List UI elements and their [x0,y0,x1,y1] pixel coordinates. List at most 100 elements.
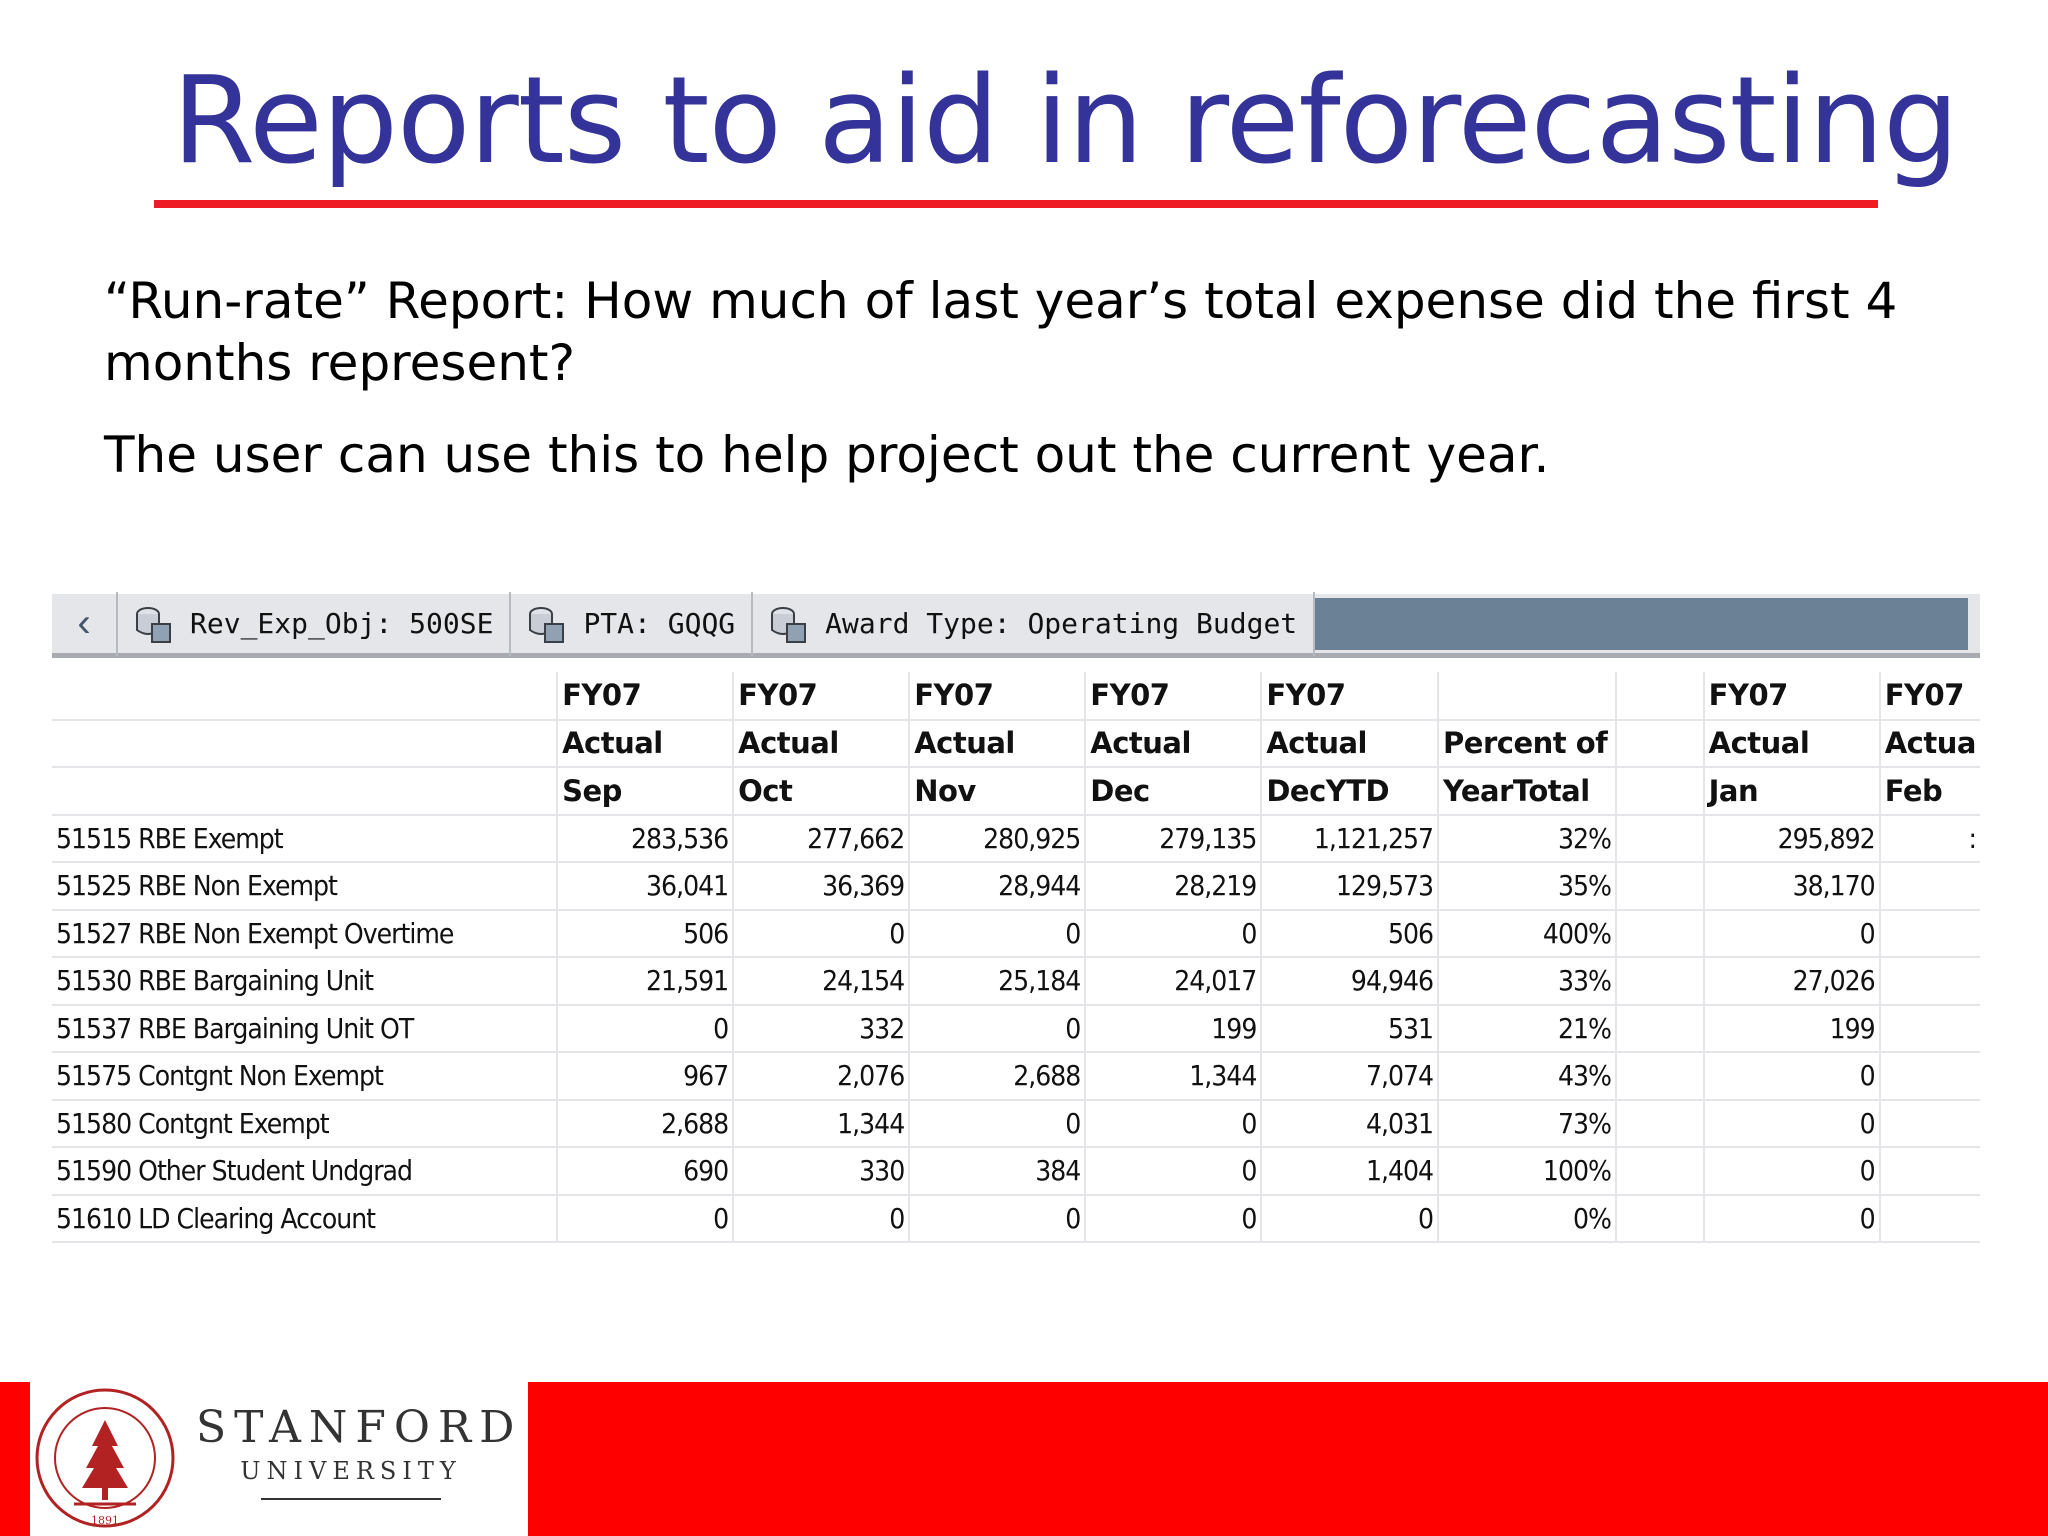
filter-chip[interactable]: Award Type: Operating Budget [753,591,1316,656]
filter-chip[interactable]: Rev_Exp_Obj: 500SE [118,591,512,656]
column-header: FY07 [908,672,1086,721]
column-header [1614,672,1704,721]
row-label: 51530 RBE Bargaining Unit [52,957,558,1006]
table-cell: 35% [1437,862,1616,911]
table-cell: 38,170 [1702,862,1880,911]
wordmark-rule [261,1498,441,1500]
table-cell [1614,1099,1704,1148]
table-cell: 73% [1437,1099,1616,1148]
table-cell: 4,031 [1260,1099,1439,1148]
table-cell [1878,862,1980,911]
table-cell [1614,1052,1704,1101]
footer-red-edge [0,1382,30,1536]
table-cell: 27,026 [1702,957,1880,1006]
table-row: 51527 RBE Non Exempt Overtime 506 0 0 0 506 40… [52,909,1980,958]
stanford-wordmark: STANFORD UNIVERSITY [196,1402,523,1500]
wordmark-line1: STANFORD [196,1402,523,1453]
filter-cube-icon [136,606,171,643]
table-cell: 43% [1437,1052,1616,1101]
filter-cube-icon [529,606,565,643]
table-cell: 400% [1437,909,1616,958]
table-cell: 330 [732,1147,910,1196]
row-label: 51590 Other Student Undgrad [52,1147,558,1196]
table-cell: 283,536 [556,814,734,863]
table-cell: 0 [556,1194,734,1243]
stanford-seal-icon: 1891 [35,1388,175,1528]
table-cell: 21,591 [556,957,734,1006]
table-cell [1614,1194,1704,1243]
title-underline [154,200,1878,208]
column-header [1614,719,1704,768]
table-cell: 94,946 [1260,957,1439,1006]
filter-chip-label: Rev_Exp_Obj: 500SE [190,607,494,640]
table-cell: 1,344 [732,1099,910,1148]
table-row: 51610 LD Clearing Account 0 0 0 0 0 0% 0 [52,1194,1980,1243]
table-row: 51515 RBE Exempt 283,536 277,662 280,925 279… [52,814,1980,863]
table-cell: 0 [1084,1099,1262,1148]
table-cell: 0 [1084,909,1262,958]
table-cell: 36,041 [556,862,734,911]
table-cell: 28,944 [908,862,1086,911]
header-row: FY07 FY07 FY07 FY07 FY07 FY07 FY07 [52,672,1980,721]
table-row: 51537 RBE Bargaining Unit OT 0 332 0 199 531 2… [52,1004,1980,1053]
column-header: Jan [1702,767,1880,816]
column-header: Sep [556,767,734,816]
table-cell: 0 [908,1099,1086,1148]
paragraph-run-rate: “Run-rate” Report: How much of last year… [104,272,1898,392]
table-cell: 28,219 [1084,862,1262,911]
table-row: 51575 Contgnt Non Exempt 967 2,076 2,688 1,3… [52,1052,1980,1101]
row-label: 51527 RBE Non Exempt Overtime [52,909,558,958]
table-cell: 277,662 [732,814,910,863]
table-cell: 33% [1437,957,1616,1006]
table-cell: 24,017 [1084,957,1262,1006]
table-cell [1614,814,1704,863]
table-cell: 1,121,257 [1260,814,1439,863]
column-header [1437,672,1616,721]
table-cell: 2,688 [908,1052,1086,1101]
row-label: 51580 Contgnt Exempt [52,1099,558,1148]
table-cell: 506 [1260,909,1439,958]
column-header: FY07 [556,672,734,721]
table-cell [1878,1194,1980,1243]
table-row: 51580 Contgnt Exempt 2,688 1,344 0 0 4,031 73%… [52,1099,1980,1148]
row-label: 51537 RBE Bargaining Unit OT [52,1004,558,1053]
table-cell: 279,135 [1084,814,1262,863]
table-cell: 199 [1702,1004,1880,1053]
table-cell: 0 [732,909,910,958]
table-cell [1878,957,1980,1006]
column-header: Actual [732,719,910,768]
table-cell: 280,925 [908,814,1086,863]
table-cell [1614,957,1704,1006]
report-screenshot: ‹ Rev_Exp_Obj: 500SE PTA: GQQG Award Type:… [52,591,1980,1260]
table-cell: 0% [1437,1194,1616,1243]
column-header: YearTotal [1437,767,1616,816]
column-header: Nov [908,767,1086,816]
table-cell: 199 [1084,1004,1262,1053]
report-grid: FY07 FY07 FY07 FY07 FY07 FY07 FY07 Actual Actual… [52,672,1980,1252]
header-corner [52,719,558,768]
table-cell: 967 [556,1052,734,1101]
table-cell: 0 [1702,1052,1880,1101]
column-header: FY07 [1878,672,1980,721]
table-cell [1878,1004,1980,1053]
table-cell: 0 [1702,1194,1880,1243]
table-cell: 2,688 [556,1099,734,1148]
table-cell [1878,1147,1980,1196]
column-header [1614,767,1704,816]
paragraph-project: The user can use this to help project ou… [104,426,1550,484]
table-cell [1614,909,1704,958]
filter-chip[interactable]: PTA: GQQG [511,591,754,656]
back-chevron-icon[interactable]: ‹ [52,591,118,656]
table-cell: 0 [556,1004,734,1053]
filter-bar-empty-area [1315,597,1968,650]
column-header: Actual [1260,719,1439,768]
filter-bar: ‹ Rev_Exp_Obj: 500SE PTA: GQQG Award Type:… [52,591,1980,658]
filter-chip-label: Award Type: Operating Budget [825,607,1298,640]
table-cell: 1,404 [1260,1147,1439,1196]
table-cell: 7,074 [1260,1052,1439,1101]
table-cell: 0 [908,1004,1086,1053]
row-label: 51575 Contgnt Non Exempt [52,1052,558,1101]
column-header: Actual [556,719,734,768]
table-cell: 0 [1084,1194,1262,1243]
table-cell: 384 [908,1147,1086,1196]
